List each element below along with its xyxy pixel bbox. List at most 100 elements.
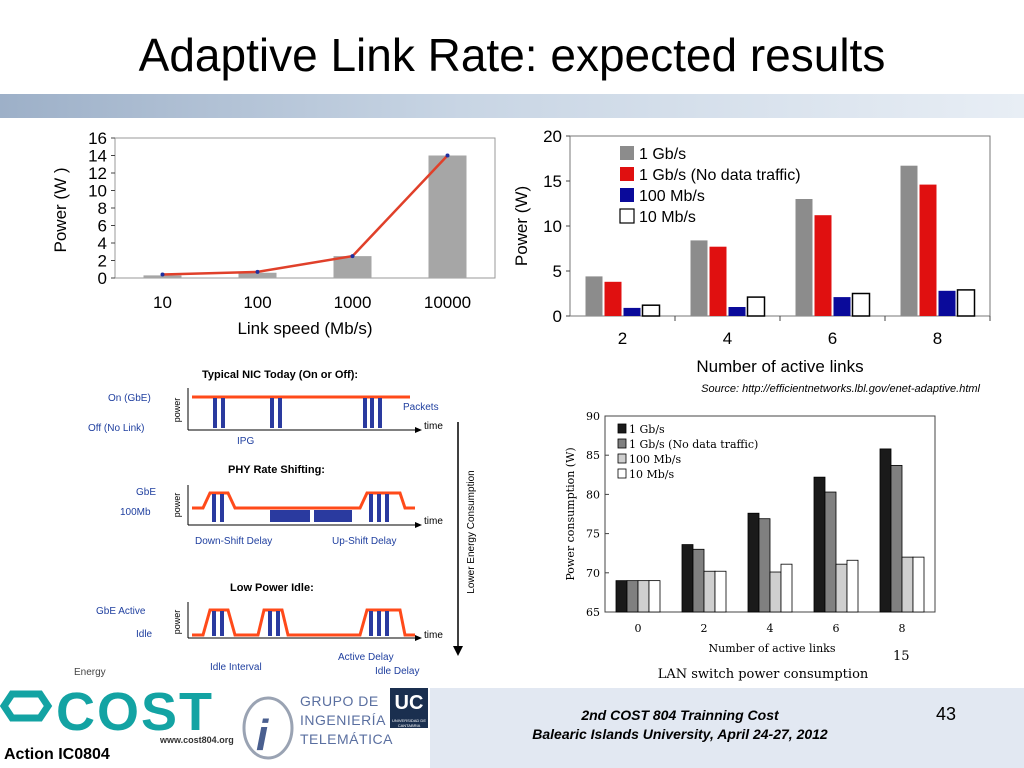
legend-swatch — [617, 423, 627, 434]
bar — [901, 556, 914, 613]
y-tick-label: 0 — [553, 307, 562, 326]
x-axis-label: Link speed (Mb/s) — [237, 319, 372, 338]
bar — [835, 563, 848, 613]
bar — [795, 199, 813, 316]
bar — [758, 518, 771, 613]
y-tick-label: 90 — [586, 410, 600, 423]
y-tick-label: 10 — [543, 217, 562, 236]
uc-logo: UC — [390, 688, 428, 728]
legend-label: 1 Gb/s (No data traffic) — [629, 438, 758, 451]
panel-heading-phy: PHY Rate Shifting: — [228, 464, 325, 476]
bar — [814, 215, 832, 316]
y-axis-label: Power consumption (W) — [564, 447, 577, 580]
label-idle-interval: Idle Interval — [210, 662, 262, 673]
x-axis-label: Number of active links — [696, 357, 863, 376]
level-gbe-active: GbE Active — [96, 606, 146, 617]
y-tick-label: 6 — [98, 217, 107, 236]
power-axis-label: power — [172, 398, 182, 423]
y-tick-label: 8 — [98, 199, 107, 218]
nic-power-modes-diagram: Typical NIC Today (On or Off): On (GbE) … — [74, 369, 477, 678]
bar — [938, 290, 956, 316]
legend-swatch — [619, 208, 635, 224]
uc-logo-subtitle: UNIVERSIDAD DE CANTABRIA — [391, 718, 426, 728]
bar — [615, 580, 628, 613]
y-tick-label: 10 — [88, 182, 107, 201]
level-idle: Idle — [136, 629, 153, 640]
svg-text:i: i — [256, 711, 269, 760]
y-tick-label: 80 — [586, 488, 600, 501]
bar — [919, 184, 937, 316]
y-tick-label: 2 — [98, 252, 107, 271]
legend-label: 100 Mb/s — [639, 188, 705, 205]
bar — [746, 296, 766, 317]
bar — [690, 240, 708, 316]
power-axis-label-2: power — [172, 493, 182, 518]
y-tick-label: 16 — [88, 129, 107, 148]
page-number: 43 — [936, 704, 957, 724]
bar — [641, 304, 661, 317]
y-tick-label: 75 — [586, 528, 600, 541]
svg-text:COST: COST — [56, 686, 214, 742]
cost-logo: COST — [0, 686, 214, 742]
line-point — [255, 269, 260, 274]
group-logo-text: GRUPO DE INGENIERÍA TELEMÁTICA — [300, 693, 393, 747]
energy-label: Energy — [74, 667, 106, 678]
bar — [900, 165, 918, 316]
action-label: Action IC0804 — [4, 746, 110, 763]
legend-label: 1 Gb/s — [639, 146, 686, 163]
footer-line-2: Balearic Islands University, April 24-27… — [532, 726, 828, 742]
y-tick-label: 65 — [586, 606, 600, 619]
bar — [851, 292, 871, 317]
legend-swatch — [617, 453, 627, 464]
footer-band — [430, 688, 1024, 768]
bar — [747, 512, 760, 613]
power-axis-label-3: power — [172, 610, 182, 635]
bar — [846, 559, 859, 613]
caption-number: 15 — [893, 649, 910, 664]
legend-label: 1 Gb/s — [629, 423, 665, 436]
caption: LAN switch power consumption — [658, 667, 869, 682]
x-tick-label: 6 — [833, 622, 840, 635]
x-tick-label: 6 — [828, 329, 837, 348]
chart-power-vs-active-links: 0 5 10 15 20 2 4 6 8 1 Gb/s 1 Gb/s (No data traf… — [512, 127, 991, 395]
legend-label: 10 Mb/s — [639, 209, 696, 226]
time-axis-label: time — [424, 421, 443, 432]
line-point — [160, 272, 165, 277]
x-tick-label: 1000 — [334, 293, 372, 312]
bar — [813, 476, 826, 613]
bar — [890, 464, 903, 613]
bar — [824, 491, 837, 613]
y-axis-label: Power (W) — [512, 186, 531, 266]
bar — [585, 276, 603, 316]
y-tick-label: 14 — [88, 147, 107, 166]
bar — [769, 571, 782, 613]
group-logo-icon: i — [242, 696, 294, 760]
label-up-shift: Up-Shift Delay — [332, 536, 396, 547]
bar — [780, 563, 793, 613]
bar — [728, 307, 746, 316]
time-axis-label-2: time — [424, 516, 443, 527]
level-100mb: 100Mb — [120, 507, 151, 518]
bar — [623, 307, 641, 316]
bar — [703, 570, 716, 613]
x-tick-label: 8 — [933, 329, 942, 348]
x-tick-label: 10 — [153, 293, 172, 312]
x-tick-label: 2 — [701, 622, 708, 635]
x-tick-label: 10000 — [424, 293, 471, 312]
y-tick-label: 85 — [586, 449, 600, 462]
bar — [681, 544, 694, 613]
y-tick-label: 4 — [98, 234, 107, 253]
bar — [912, 556, 925, 613]
bar — [833, 297, 851, 316]
y-tick-label: 20 — [543, 127, 562, 146]
x-tick-label: 4 — [723, 329, 732, 348]
level-off: Off (No Link) — [88, 423, 145, 434]
bar — [692, 548, 705, 613]
x-tick-label: 100 — [243, 293, 271, 312]
legend-swatch — [620, 146, 634, 160]
x-tick-label: 8 — [899, 622, 906, 635]
chart-lan-switch-power: 65 70 75 80 85 90 0 2 4 6 8 1 Gb/s 1 Gb/s (No data… — [564, 410, 936, 682]
bar — [714, 570, 727, 613]
bar — [333, 256, 372, 278]
